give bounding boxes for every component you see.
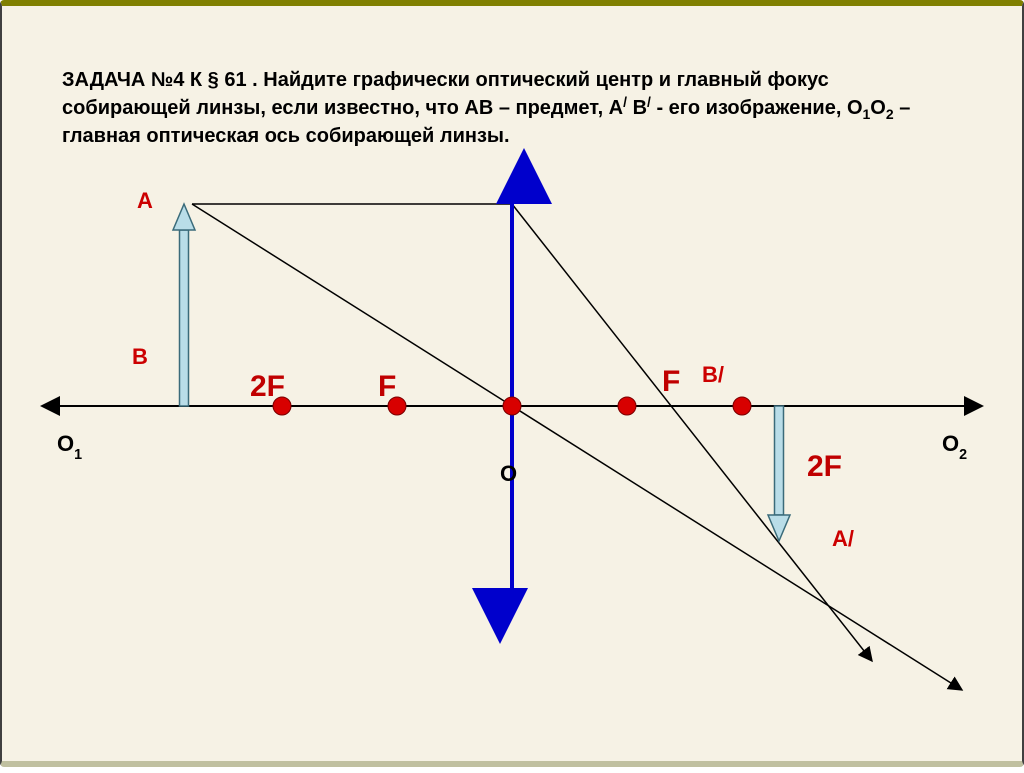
svg-text:О: О: [500, 461, 517, 486]
focal-points: 2F F F 2F: [250, 365, 842, 483]
svg-text:В/: В/: [702, 362, 724, 387]
rays-group: [192, 204, 962, 690]
svg-text:О1: О1: [57, 431, 82, 463]
svg-text:А: А: [137, 188, 153, 213]
svg-text:В: В: [132, 344, 148, 369]
svg-text:F: F: [378, 370, 396, 403]
slide-container: ЗАДАЧА №4 К § 61 . Найдите графически оп…: [0, 0, 1024, 767]
object-arrow: [173, 204, 195, 406]
svg-text:2F: 2F: [250, 370, 285, 403]
svg-text:О2: О2: [942, 431, 967, 463]
svg-text:2F: 2F: [807, 450, 842, 483]
optics-diagram: 2F F F 2F А В А/В/О1 О О2: [2, 6, 1024, 773]
svg-text:А/: А/: [832, 526, 854, 551]
image-arrow: [768, 406, 790, 541]
svg-text:F: F: [662, 365, 680, 398]
